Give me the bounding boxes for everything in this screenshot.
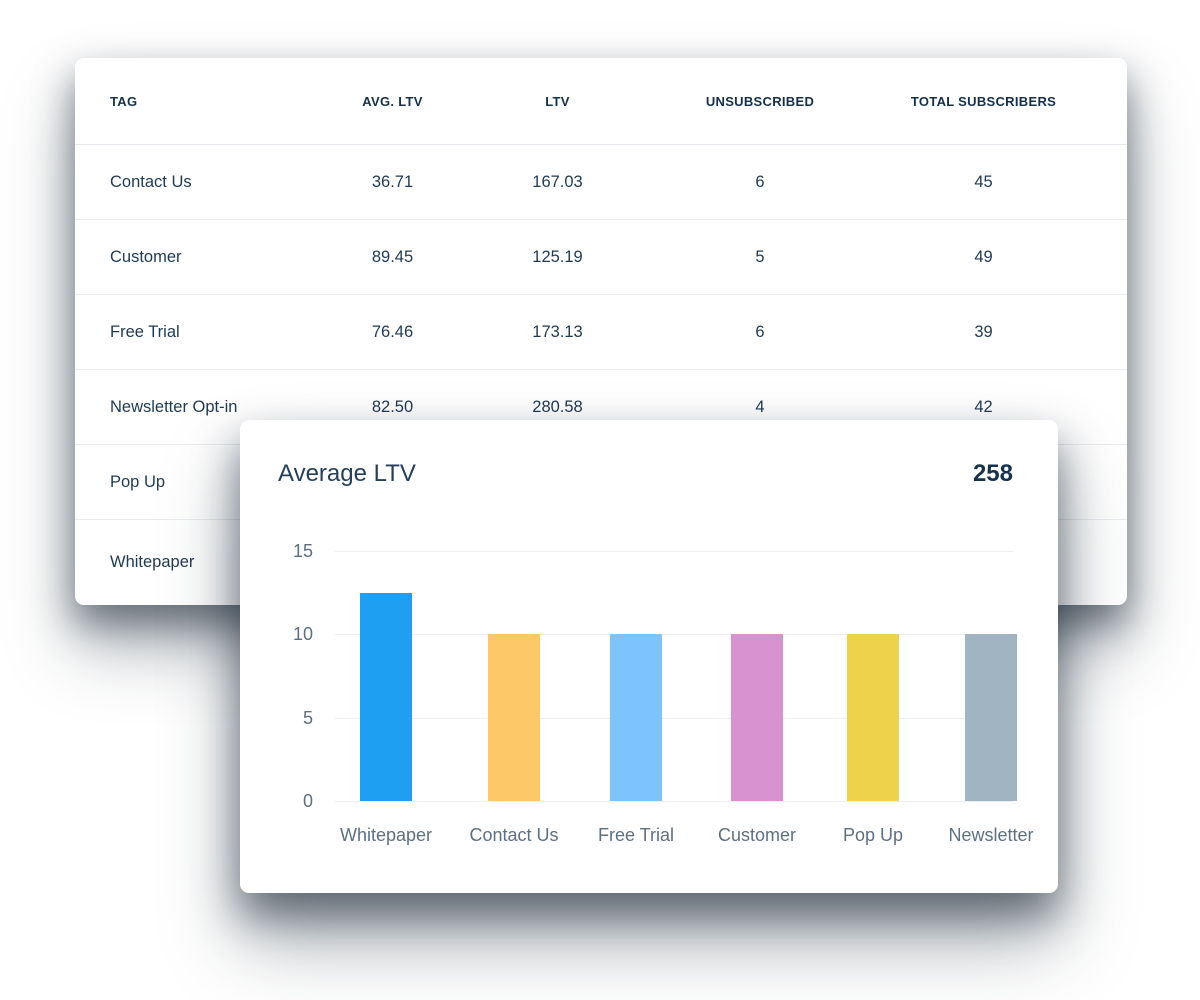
gridline: [335, 717, 1013, 719]
cell-avg-ltv: 89.45: [371, 247, 414, 266]
x-axis-tick-label: Pop Up: [842, 825, 904, 845]
cell-tag: Contact Us: [110, 172, 192, 191]
cell-unsubscribed: 5: [755, 247, 765, 266]
bar-newsletter[interactable]: [965, 634, 1017, 801]
cell-avg-ltv: 82.50: [371, 397, 414, 416]
cell-unsubscribed: 6: [755, 172, 765, 191]
column-header-tag: TAG: [110, 93, 138, 109]
cell-tag: Newsletter Opt-in: [110, 397, 238, 416]
table-row: Contact Us 36.71 167.03 6 45: [75, 145, 1127, 220]
cell-tag: Whitepaper: [110, 552, 195, 571]
cell-avg-ltv: 36.71: [371, 172, 414, 191]
gridline: [335, 634, 1013, 636]
table-header-row: TAG AVG. LTV LTV UNSUBSCRIBED TOTAL SUBS…: [75, 58, 1127, 145]
cell-total-subscribers: 45: [974, 172, 993, 191]
table-row: Free Trial 76.46 173.13 6 39: [75, 295, 1127, 370]
cell-ltv: 280.58: [532, 397, 583, 416]
cell-ltv: 167.03: [532, 172, 583, 191]
bar-chart: 15 10 5 0 Whitepaper Contact Us Free Trial Cust…: [240, 420, 1058, 893]
column-header-total-subscribers: TOTAL SUBSCRIBERS: [910, 93, 1057, 109]
y-axis-tick-label: 0: [302, 791, 313, 811]
cell-unsubscribed: 4: [755, 397, 765, 416]
cell-tag: Customer: [110, 247, 182, 266]
x-axis-tick-label: Free Trial: [597, 825, 675, 845]
bar-contact-us[interactable]: [488, 634, 540, 801]
bar-whitepaper[interactable]: [360, 592, 412, 801]
cell-tag: Pop Up: [110, 472, 166, 491]
gridline: [335, 801, 1013, 802]
column-header-unsubscribed: UNSUBSCRIBED: [705, 93, 815, 109]
x-axis-tick-label: Customer: [717, 825, 797, 845]
x-axis-tick-label: Whitepaper: [339, 825, 433, 845]
cell-tag: Free Trial: [110, 322, 180, 341]
cell-total-subscribers: 49: [974, 247, 993, 266]
cell-ltv: 125.19: [532, 247, 583, 266]
bar-pop-up[interactable]: [847, 634, 899, 801]
bar-free-trial[interactable]: [610, 634, 662, 801]
chart-total-value: 258: [972, 460, 1013, 487]
y-axis-tick-label: 10: [292, 624, 313, 645]
column-header-ltv: LTV: [545, 93, 570, 109]
cell-avg-ltv: 76.46: [371, 322, 414, 341]
cell-total-subscribers: 39: [974, 322, 993, 341]
bar-customer[interactable]: [731, 634, 783, 801]
chart-title: Average LTV: [278, 460, 416, 487]
table-row: Customer 89.45 125.19 5 49: [75, 220, 1127, 295]
cell-total-subscribers: 42: [974, 397, 993, 416]
x-axis-tick-label: Newsletter: [948, 825, 1034, 845]
gridline: [335, 551, 1013, 552]
average-ltv-chart-card: Average LTV 258 15 10 5 0 Whitepaper Contact …: [240, 420, 1058, 893]
x-axis-tick-label: Contact Us: [469, 825, 559, 845]
chart-header: Average LTV 258: [278, 460, 1013, 488]
cell-unsubscribed: 6: [755, 322, 765, 341]
y-axis-tick-label: 15: [292, 541, 313, 561]
table-row: Whitepaper: [75, 520, 1127, 604]
column-header-avg-ltv: AVG. LTV: [362, 93, 423, 109]
y-axis-tick-label: 5: [302, 707, 313, 728]
cell-ltv: 173.13: [532, 322, 583, 341]
